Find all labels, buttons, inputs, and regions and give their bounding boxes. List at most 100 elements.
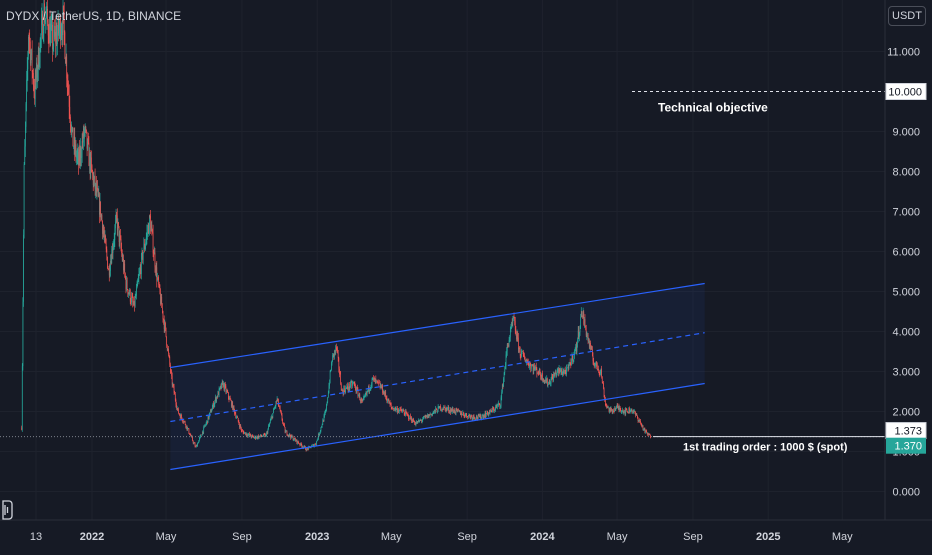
candle-body [36, 62, 37, 81]
candle-body [261, 436, 263, 438]
candle-body [369, 389, 370, 392]
candle-body [82, 141, 84, 143]
candle-body [265, 434, 266, 437]
candle-body [266, 432, 267, 435]
candle-body [608, 407, 610, 412]
candle-body [403, 411, 405, 414]
candle-body [145, 236, 147, 243]
candle-body [515, 330, 517, 334]
candle-body [44, 19, 46, 23]
candle-body [399, 408, 401, 411]
candle-body [626, 409, 628, 412]
candle-body [111, 249, 113, 264]
time-axis-bg[interactable] [0, 520, 932, 550]
candle-body [413, 418, 414, 422]
candle-body [224, 384, 226, 387]
candle-body [617, 405, 619, 408]
tradingview-logo-icon[interactable] [1, 498, 13, 522]
candle-body [99, 194, 100, 215]
candle-body [424, 416, 425, 418]
candle-body [417, 421, 419, 424]
candle-body [491, 410, 493, 413]
candle-body [160, 296, 162, 304]
currency-button[interactable]: USDT [888, 6, 926, 26]
candle-body [633, 411, 635, 412]
candle-body [153, 253, 155, 255]
candle-body [217, 391, 219, 398]
candle-body [60, 18, 61, 41]
candle-body [392, 407, 393, 409]
candle-body [573, 355, 575, 360]
candle-body [606, 406, 608, 407]
candle-body [155, 267, 157, 273]
candle-body [185, 424, 187, 428]
candle-body [142, 252, 144, 261]
candle-body [295, 439, 297, 442]
candle-body [240, 425, 242, 429]
candle-body [308, 446, 309, 450]
candle-body [506, 344, 508, 352]
candle-body [520, 355, 522, 357]
candle-body [95, 183, 97, 193]
candle-body [579, 326, 581, 333]
candle-body [544, 379, 546, 382]
candle-body [174, 394, 176, 401]
candle-body [428, 414, 430, 418]
candle-body [565, 371, 567, 375]
time-axis: 13 2022 May Sep 2023 May Sep 2024 May Sep 2025 May [30, 531, 853, 543]
candle-body [395, 407, 396, 411]
candle-body [384, 392, 386, 395]
candle-body [62, 31, 63, 35]
candle-body [120, 238, 122, 249]
candle-body [426, 415, 427, 417]
candle-body [418, 420, 420, 422]
candle-body [480, 414, 482, 419]
candle-body [430, 414, 432, 415]
candle-body [530, 365, 532, 369]
candle-body [501, 385, 503, 393]
candle-body [378, 382, 380, 384]
candle-body [524, 355, 525, 360]
candle-body [90, 157, 92, 173]
candle-body [393, 408, 395, 411]
candle-body [441, 408, 443, 410]
candle-body [174, 392, 176, 395]
candle-body [78, 149, 80, 165]
candle-body [469, 414, 470, 416]
candle-body [234, 413, 236, 415]
candle-body [569, 362, 571, 365]
candle-body [598, 368, 599, 371]
candle-body [121, 248, 122, 253]
candle-body [359, 394, 361, 401]
candle-body [230, 399, 232, 401]
candle-body [42, 14, 43, 39]
candle-body [574, 350, 575, 356]
candle-body [159, 284, 161, 294]
candle-body [128, 292, 130, 295]
candle-body [79, 149, 81, 161]
candle-body [496, 406, 498, 407]
candle-body [139, 268, 141, 272]
candle-body [147, 225, 149, 232]
candle-body [482, 415, 484, 418]
candle-body [432, 413, 433, 416]
candle-body [519, 348, 521, 356]
candle-body [102, 221, 103, 234]
candle-body [131, 296, 132, 303]
candle-body [362, 399, 364, 402]
candle-body [506, 351, 507, 355]
candle-body [120, 235, 121, 239]
candle-body [158, 277, 159, 285]
candle-body [73, 146, 74, 148]
candle-body [408, 418, 410, 420]
candle-body [643, 428, 645, 429]
candle-body [438, 406, 440, 407]
candle-body [385, 396, 387, 399]
candle-body [57, 17, 59, 34]
candle-body [567, 367, 569, 369]
candle-body [225, 386, 227, 392]
candle-body [556, 369, 558, 373]
symbol-title[interactable]: DYDX / TetherUS, 1D, BINANCE [6, 9, 182, 23]
